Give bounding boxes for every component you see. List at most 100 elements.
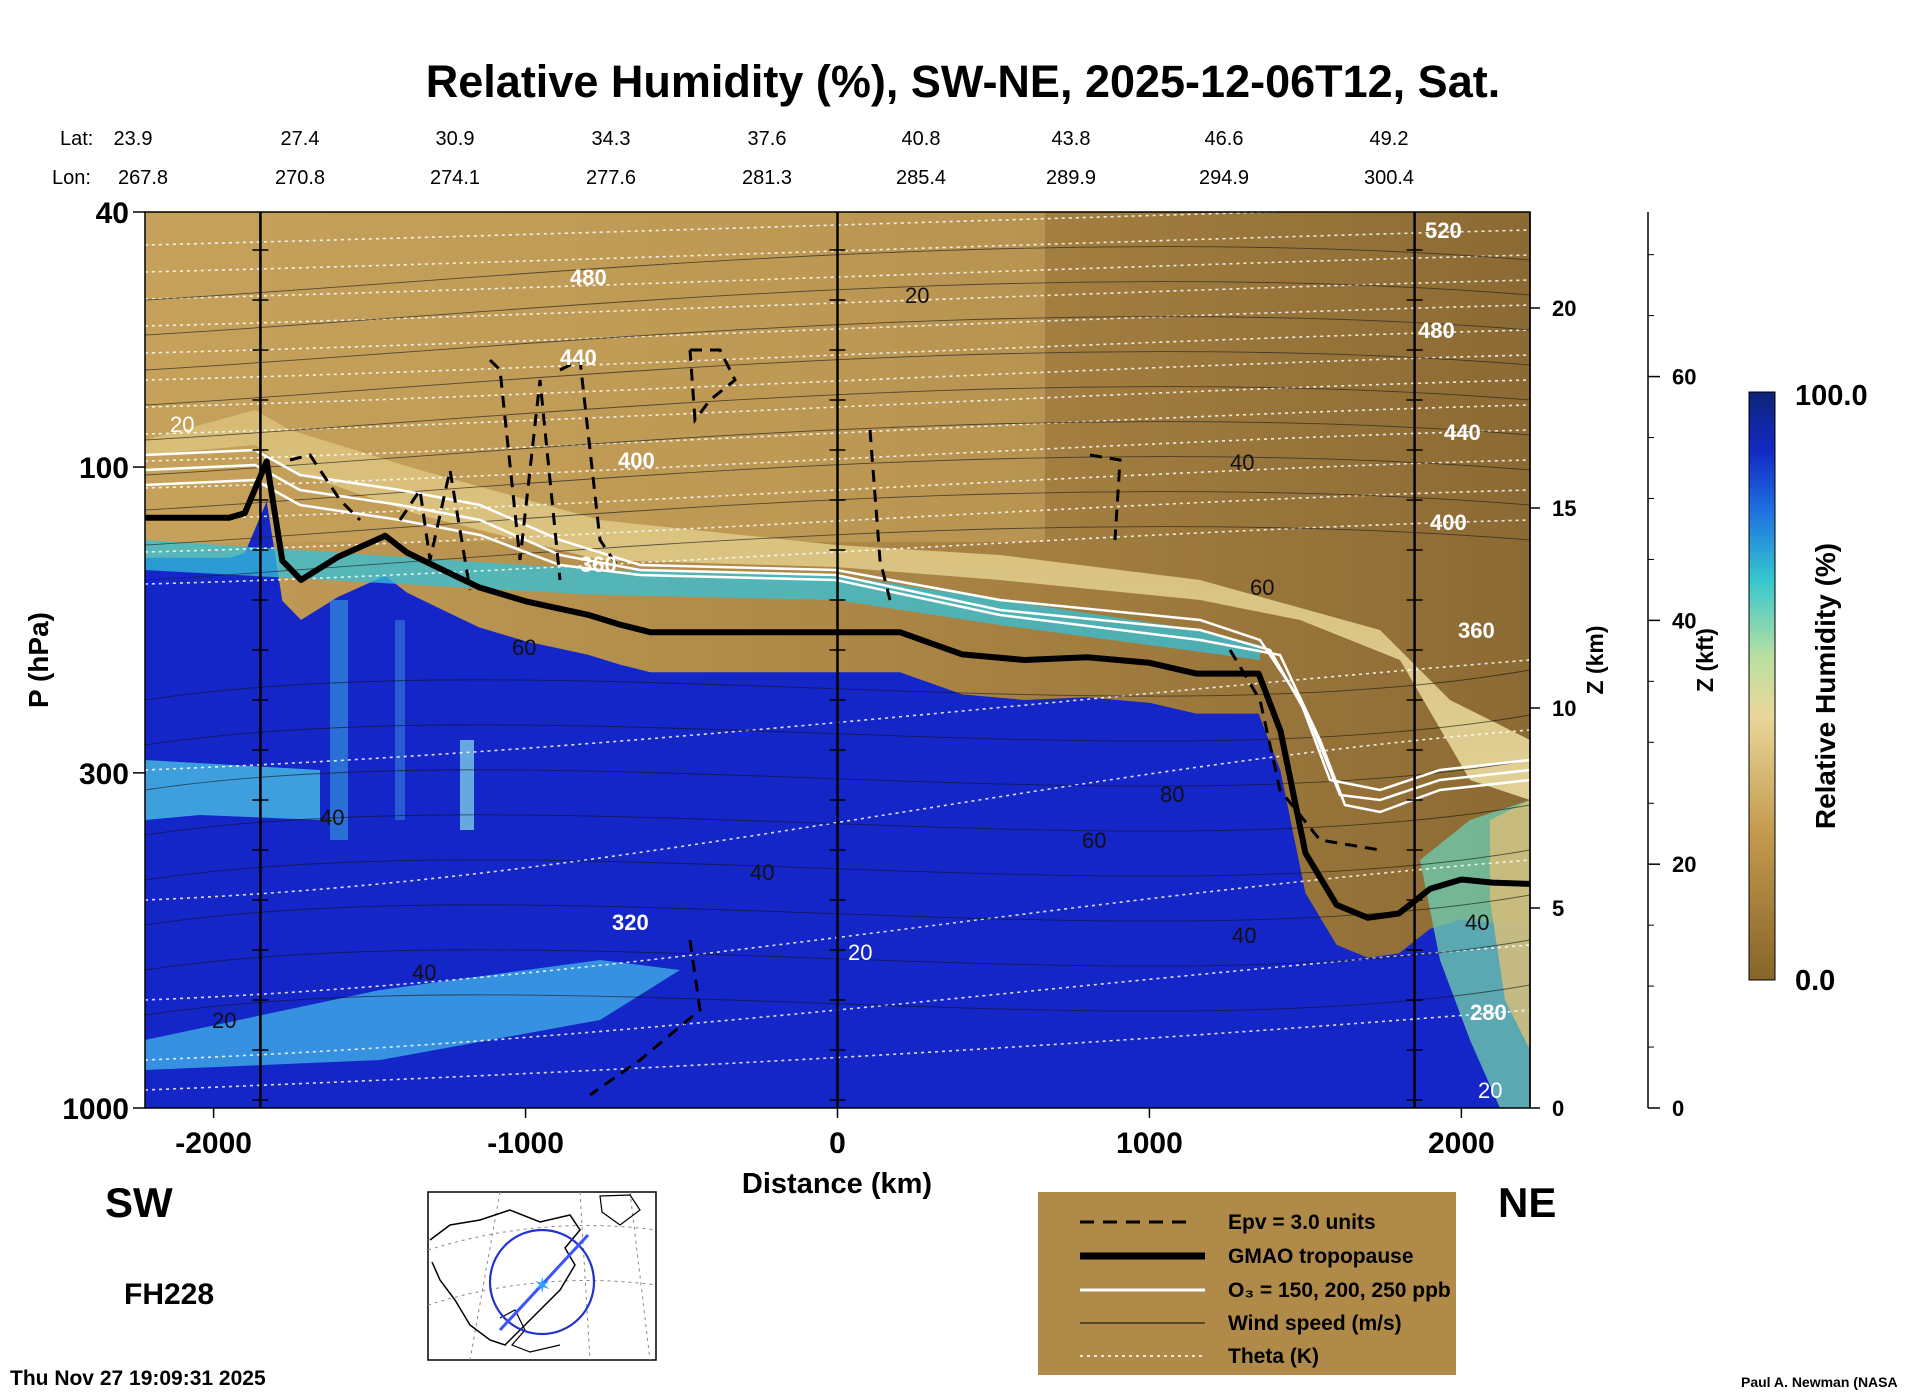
legend-tropopause-label: GMAO tropopause [1228,1245,1414,1268]
lon-value: 274.1 [430,167,480,189]
z-km-tick-label: 0 [1552,1096,1564,1121]
lat-label: Lat: [60,128,93,150]
lon-label: Lon: [52,167,91,189]
lat-values: 23.9 27.4 30.9 34.3 37.6 40.8 43.8 46.6 49.2 [114,128,1409,150]
legend-theta-label: Theta (K) [1228,1345,1319,1368]
sw-near-surface-patch [145,960,680,1070]
lon-value: 270.8 [275,167,325,189]
wind-contour [145,421,1530,476]
z-km-tick-label: 10 [1552,696,1576,721]
z-kft-tick-label: 60 [1672,365,1696,390]
wind-contour [145,246,1530,301]
sw-column-streak-2 [460,740,474,830]
x-tick-label: 2000 [1428,1127,1495,1160]
rh-label-40-mid: 40 [750,860,774,885]
theta-contour [145,304,1530,354]
lat-value: 49.2 [1370,128,1409,150]
colorbar-title: Relative Humidity (%) [1810,543,1841,829]
theta-label-520-ne: 520 [1425,218,1462,243]
greenland-coastline [599,1194,641,1226]
x-tick-label: -2000 [175,1127,252,1160]
x-tick-label: 1000 [1116,1127,1183,1160]
y-tick-label: 1000 [62,1093,129,1126]
z-km-tick-label: 15 [1552,496,1576,521]
x-axis-title: Distance (km) [742,1168,932,1200]
lat-value: 40.8 [902,128,941,150]
z-km-tick-label: 5 [1552,896,1564,921]
near-tropopause-pale-band [145,410,1530,800]
theta-label-440-ne: 440 [1444,420,1481,445]
theta-label-480-ne: 480 [1418,318,1455,343]
rh-label-80: 80 [1160,782,1184,807]
colorbar-max-label: 100.0 [1795,380,1868,412]
theta-label-280-ne: 280 [1470,1000,1507,1025]
lat-lon-header: Lat: Lon: 23.9 27.4 30.9 34.3 37.6 40.8 43.8 46… [52,128,1414,189]
ne-label: NE [1498,1179,1556,1226]
rh-label-60-lower: 60 [1082,828,1106,853]
z-km-tick-label: 20 [1552,296,1576,321]
wind-contour [145,351,1530,406]
epv-contour-3 [488,358,562,581]
map-center-star: ✶ [533,1274,551,1299]
lat-value: 27.4 [281,128,320,150]
theta-contour [145,279,1530,327]
timestamp: Thu Nov 27 19:09:31 2025 [10,1367,266,1390]
rh-label-40-lower: 40 [412,960,436,985]
theta-label-360-ne: 360 [1458,618,1495,643]
cross-section-track [498,1233,590,1332]
colorbar-min-label: 0.0 [1795,965,1835,997]
rh-label-40-sw: 40 [320,805,344,830]
z-kft-title: Z (kft) [1692,628,1718,692]
lon-value: 294.9 [1199,167,1249,189]
rh-label-40-ne2: 40 [1465,910,1489,935]
wind-contour [145,386,1530,441]
z-kft-tick-label: 20 [1672,852,1696,877]
lon-value: 277.6 [586,167,636,189]
lon-value: 285.4 [896,167,946,189]
ne-low-patch [1490,800,1530,1050]
y-axis-z-km: 0 5 10 15 20 [1529,212,1576,1121]
wind-contour [145,316,1530,371]
epv-contour-2 [398,469,472,591]
epv-contour-1 [289,453,362,522]
colorbar: 100.0 0.0 Relative Humidity (%) [1748,380,1868,997]
rh-label-20-ne-surface: 20 [1478,1078,1502,1103]
lat-value: 37.6 [748,128,787,150]
credit-label: Paul A. Newman (NASA [1741,1374,1898,1390]
rh-label-40-top: 40 [1230,450,1254,475]
theta-label-480: 480 [570,265,607,290]
ozone-contour-250 [145,478,1530,814]
ozone-contour-200 [145,463,1530,802]
epv-contour-8 [1228,649,1381,852]
sw-column-streak-1 [330,600,348,840]
sw-lower-moist-patch [145,760,320,820]
locator-map: ✶ [427,1191,657,1361]
locator-map-frame [427,1191,657,1361]
y-tick-label: 300 [79,758,129,791]
wind-contour [145,456,1530,511]
z-km-title: Z (km) [1582,626,1608,695]
rh-label-40-ne: 40 [1232,923,1256,948]
y-tick-label: 100 [79,452,129,485]
map-graticule [427,1191,657,1361]
colorbar-gradient [1748,391,1776,981]
theta-contour [145,354,1530,408]
lon-value: 267.8 [118,167,168,189]
epv-contours [289,348,1381,1097]
theta-label-400: 400 [618,448,655,473]
epv-contour-4 [559,357,622,571]
lon-value: 289.9 [1046,167,1096,189]
north-america-coastline [429,1209,581,1346]
contour-labels: 480 440 400 360 320 520 480 440 400 360 … [170,218,1507,1103]
wind-contour [145,281,1530,336]
lat-value: 46.6 [1205,128,1244,150]
lon-values: 267.8 270.8 274.1 277.6 281.3 285.4 289.9 294.9… [118,167,1414,189]
epv-contour-6 [868,429,892,601]
lat-value: 23.9 [114,128,153,150]
ozone-contour-150 [145,448,1530,792]
rh-label-20-top: 20 [170,412,194,437]
z-kft-tick-label: 0 [1672,1096,1684,1121]
x-tick-label: 0 [829,1127,846,1160]
theta-contour [145,729,1530,901]
epv-contour-9 [589,939,702,1097]
